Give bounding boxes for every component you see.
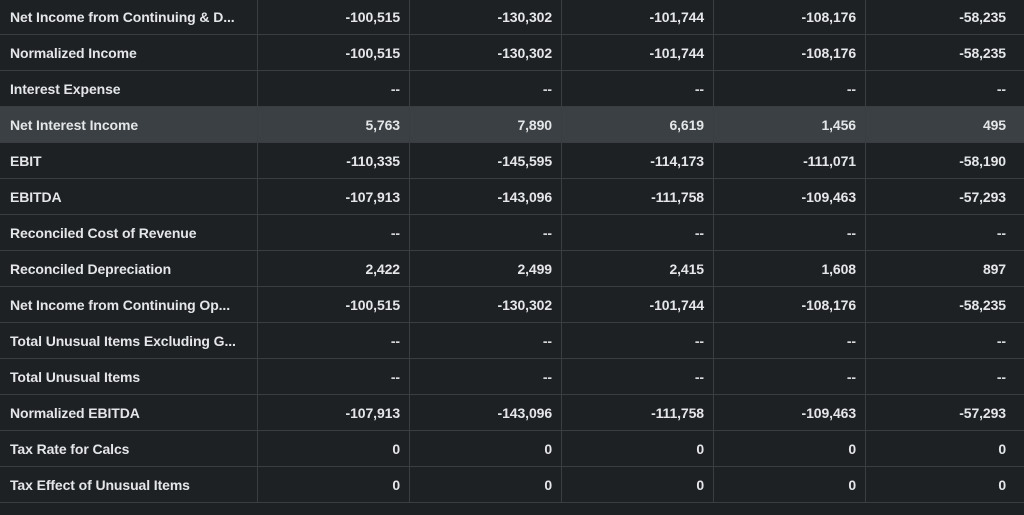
- table-row[interactable]: Net Income from Continuing Op... -100,515…: [0, 287, 1024, 323]
- value-cell: --: [258, 71, 410, 106]
- value-cell: -111,758: [562, 179, 714, 214]
- value-cell: -101,744: [562, 35, 714, 70]
- value-cell: 495: [982, 116, 1006, 133]
- value-cell: --: [996, 80, 1006, 97]
- row-label: Interest Expense: [0, 71, 258, 106]
- value-cell: 0: [562, 467, 714, 502]
- value-cell: 0: [998, 476, 1006, 493]
- value-cell: 0: [410, 431, 562, 466]
- table-row[interactable]: Tax Rate for Calcs 0 0 0 0 0: [0, 431, 1024, 467]
- value-cell: --: [410, 323, 562, 358]
- value-cell: -100,515: [258, 0, 410, 34]
- value-cell: -58,235: [959, 9, 1006, 25]
- value-cell: 0: [998, 440, 1006, 457]
- value-cell: -111,071: [714, 143, 866, 178]
- row-label: Net Income from Continuing Op...: [0, 287, 258, 322]
- value-cell: 0: [258, 467, 410, 502]
- value-cell: --: [996, 368, 1006, 385]
- value-cell: 2,499: [410, 251, 562, 286]
- value-cell: 0: [562, 431, 714, 466]
- value-cell: -130,302: [410, 35, 562, 70]
- value-cell: -109,463: [714, 395, 866, 430]
- value-cell: --: [410, 359, 562, 394]
- value-cell: -107,913: [258, 395, 410, 430]
- row-label: EBITDA: [0, 179, 258, 214]
- value-cell: 0: [258, 431, 410, 466]
- row-label: Normalized EBITDA: [0, 395, 258, 430]
- row-label: Reconciled Cost of Revenue: [0, 215, 258, 250]
- value-cell: -101,744: [562, 287, 714, 322]
- value-cell: 1,456: [714, 107, 866, 142]
- value-cell: --: [714, 215, 866, 250]
- value-cell: -108,176: [714, 0, 866, 34]
- value-cell: -108,176: [714, 287, 866, 322]
- value-cell: -109,463: [714, 179, 866, 214]
- row-label: Normalized Income: [0, 35, 258, 70]
- value-cell: 0: [410, 467, 562, 502]
- value-cell: --: [410, 215, 562, 250]
- row-label: EBIT: [0, 143, 258, 178]
- value-cell: 5,763: [258, 107, 410, 142]
- value-cell: -107,913: [258, 179, 410, 214]
- value-cell: -143,096: [410, 395, 562, 430]
- value-cell: --: [714, 71, 866, 106]
- value-cell: --: [258, 323, 410, 358]
- value-cell: 6,619: [562, 107, 714, 142]
- row-label: Net Income from Continuing & D...: [0, 0, 258, 34]
- row-label: Tax Rate for Calcs: [0, 431, 258, 466]
- value-cell: -58,235: [959, 44, 1006, 61]
- value-cell: --: [714, 323, 866, 358]
- value-cell: -57,293: [959, 188, 1006, 205]
- value-cell: -101,744: [562, 0, 714, 34]
- value-cell: 0: [714, 431, 866, 466]
- row-label: Net Interest Income: [0, 107, 258, 142]
- table-row[interactable]: Normalized Income -100,515 -130,302 -101,74…: [0, 35, 1024, 71]
- value-cell: --: [562, 359, 714, 394]
- value-cell: --: [562, 323, 714, 358]
- financials-table: Net Income from Continuing & D... -100,51…: [0, 0, 1024, 503]
- value-cell: -100,515: [258, 35, 410, 70]
- row-label: Reconciled Depreciation: [0, 251, 258, 286]
- value-cell: -57,293: [959, 404, 1006, 421]
- value-cell: --: [258, 359, 410, 394]
- table-row[interactable]: EBIT -110,335 -145,595 -114,173 -111,071 -58,…: [0, 143, 1024, 179]
- table-row[interactable]: Normalized EBITDA -107,913 -143,096 -111,75…: [0, 395, 1024, 431]
- value-cell: -58,190: [959, 152, 1006, 169]
- value-cell: --: [562, 215, 714, 250]
- value-cell: 7,890: [410, 107, 562, 142]
- value-cell: -114,173: [562, 143, 714, 178]
- value-cell: -145,595: [410, 143, 562, 178]
- table-row[interactable]: Total Unusual Items -- -- -- -- --: [0, 359, 1024, 395]
- value-cell: --: [714, 359, 866, 394]
- value-cell: --: [996, 332, 1006, 349]
- row-label: Tax Effect of Unusual Items: [0, 467, 258, 502]
- table-row[interactable]: EBITDA -107,913 -143,096 -111,758 -109,463 -5…: [0, 179, 1024, 215]
- table-row[interactable]: Net Income from Continuing & D... -100,51…: [0, 0, 1024, 35]
- value-cell: -58,235: [959, 296, 1006, 313]
- value-cell: 1,608: [714, 251, 866, 286]
- value-cell: -143,096: [410, 179, 562, 214]
- value-cell: 0: [714, 467, 866, 502]
- value-cell: --: [562, 71, 714, 106]
- table-row[interactable]: Reconciled Cost of Revenue -- -- -- -- --: [0, 215, 1024, 251]
- value-cell: -130,302: [410, 287, 562, 322]
- value-cell: --: [410, 71, 562, 106]
- value-cell: -111,758: [562, 395, 714, 430]
- table-row[interactable]: Interest Expense -- -- -- -- --: [0, 71, 1024, 107]
- row-label: Total Unusual Items: [0, 359, 258, 394]
- table-row[interactable]: Net Interest Income 5,763 7,890 6,619 1,456 4…: [0, 107, 1024, 143]
- value-cell: -100,515: [258, 287, 410, 322]
- value-cell: -130,302: [410, 0, 562, 34]
- value-cell: 897: [982, 260, 1006, 277]
- table-row[interactable]: Tax Effect of Unusual Items 0 0 0 0 0: [0, 467, 1024, 503]
- value-cell: --: [258, 215, 410, 250]
- value-cell: --: [996, 224, 1006, 241]
- table-row[interactable]: Total Unusual Items Excluding G... -- -- --…: [0, 323, 1024, 359]
- value-cell: -110,335: [258, 143, 410, 178]
- row-label: Total Unusual Items Excluding G...: [0, 323, 258, 358]
- value-cell: 2,422: [258, 251, 410, 286]
- value-cell: 2,415: [562, 251, 714, 286]
- value-cell: -108,176: [714, 35, 866, 70]
- table-row[interactable]: Reconciled Depreciation 2,422 2,499 2,415 1,…: [0, 251, 1024, 287]
